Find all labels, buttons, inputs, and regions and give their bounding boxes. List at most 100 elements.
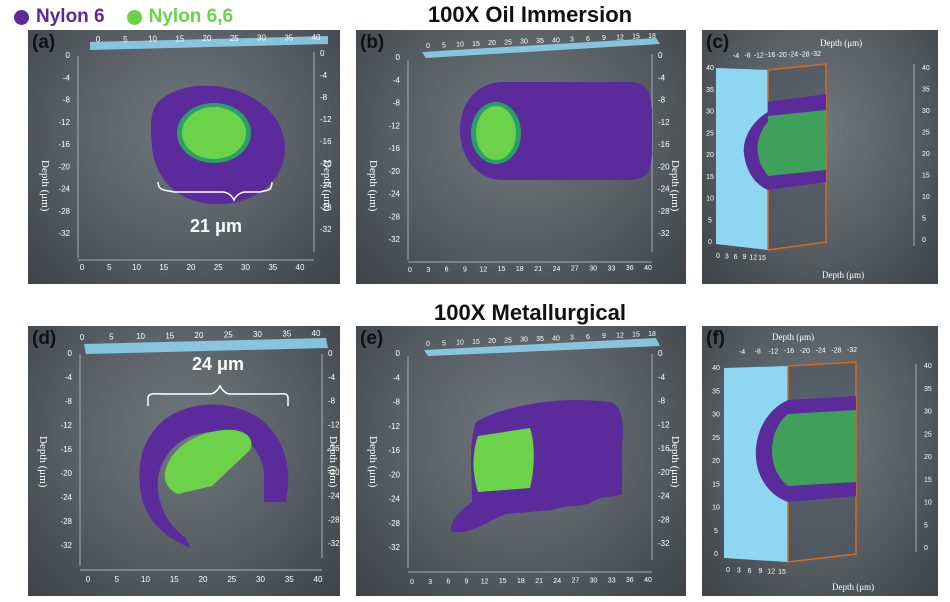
panel-f-right-tick-label: 40 [924, 363, 932, 370]
panel-b-depth-left-tick-label: -28 [388, 212, 400, 221]
panel-e-bottom-tick-label: 9 [465, 579, 469, 586]
panel-b-depth-right-tick-label: -16 [658, 140, 670, 149]
panel-c-right-tick-label: 15 [922, 173, 930, 180]
panel-c-right-tick-label: 40 [922, 65, 930, 72]
panel-a-top-ticks: 0 5 10 15 20 25 30 35 40 [96, 33, 321, 44]
panel-e-depth-left-tick-label: -12 [388, 422, 400, 431]
panel-f-top-tick-label: -12 [768, 348, 778, 355]
panel-d-top-tick-label: 35 [282, 330, 291, 339]
panel-a-depth-left-tick-label: -28 [58, 207, 70, 216]
panel-a-depth-right-tick-label: -28 [320, 203, 332, 212]
panel-f-top-tick-label: -8 [755, 349, 761, 356]
panel-c-right-ticks: 40 35 30 25 20 15 10 5 0 [922, 65, 930, 244]
panel-e-bottom-ticks: 0 3 6 9 12 15 18 21 24 27 30 33 36 40 [410, 577, 652, 586]
panel-f-bottom-tick-label: 9 [758, 568, 762, 575]
panel-label-c: (c) [706, 32, 730, 53]
panel-d-ylabel-left: Depth (μm) [37, 436, 49, 488]
panel-b-top-tick-label: 9 [602, 35, 606, 42]
panel-b-top-tick-label: 18 [648, 33, 656, 40]
panel-e-top-tick-label: 10 [456, 340, 464, 347]
panel-b-depth-ticks-right: 0 -4 -8 -12 -16 -20 -24 -28 -32 [658, 51, 670, 238]
panel-d-depth-right-tick-label: -20 [328, 468, 340, 477]
panel-e-depth-right-tick-label: -32 [658, 539, 670, 548]
panel-f-top-tick-label: -20 [800, 348, 810, 355]
panel-c-bottom-tick-label: 15 [758, 255, 766, 262]
panel-f-left-tick-label: 35 [712, 388, 720, 395]
panel-e-bottom-tick-label: 12 [481, 578, 489, 585]
panel-b-depth-left-tick-label: -8 [393, 99, 401, 108]
panel-e-depth-left-tick-label: 0 [396, 349, 401, 358]
panel-f-right-tick-label: 5 [924, 522, 928, 529]
panel-e-top-ticks: 0 5 10 15 20 25 30 35 40 3 6 9 12 15 18 [426, 331, 656, 348]
panel-a-depth-right-tick-label: -16 [320, 137, 332, 146]
panel-a-depth-right-tick-label: -24 [320, 181, 332, 190]
panel-d-depth-left-tick-label: -16 [60, 445, 72, 454]
panel-e-depth-left-tick-label: -16 [388, 446, 400, 455]
panel-d-bottom-tick-label: 5 [115, 575, 120, 584]
panel-e-bottom-tick-label: 18 [517, 578, 525, 585]
panel-b-depth-right-tick-label: -8 [658, 96, 666, 105]
panel-f-right-tick-label: 30 [924, 409, 932, 416]
panel-b-bottom-tick-label: 9 [463, 267, 467, 274]
panel-d-depth-left-tick-label: 0 [68, 349, 73, 358]
panel-c-left-tick-label: 0 [708, 239, 712, 246]
panel-c-top-tick-label: -32 [811, 51, 821, 58]
panel-b-bottom-tick-label: 18 [516, 266, 524, 273]
panel-c-left-tick-label: 20 [706, 152, 714, 159]
panel-b-depth-ticks-left: 0 -4 -8 -12 -16 -20 -24 -28 -32 [388, 53, 400, 244]
panel-b-top-tick-label: 35 [536, 38, 544, 45]
panel-label-d: (d) [32, 328, 57, 349]
panel-c-top-tick-label: -16 [765, 52, 775, 59]
panel-b-bottom-tick-label: 33 [608, 265, 616, 272]
panel-d-depth-right-tick-label: -32 [328, 539, 340, 548]
panel-d-bottom-tick-label: 25 [227, 575, 236, 584]
panel-a-bottom-ticks: 0 5 10 15 20 25 30 35 40 [80, 263, 305, 272]
panel-c-top-tick-label: -24 [788, 52, 798, 59]
panel-f-left-tick-label: 15 [712, 481, 720, 488]
panel-e-top-tick-label: 18 [648, 331, 656, 338]
panel-e-bottom-tick-label: 30 [590, 578, 598, 585]
panel-f-top-tick-label: -28 [831, 347, 841, 354]
panel-b: (b) 0 -4 -8 -12 -16 -20 -24 -28 -32 0 -4 -8 -12 -16 -… [356, 30, 686, 284]
panel-d-top-ticks: 0 5 10 15 20 25 30 35 40 [80, 329, 321, 342]
panel-a-depth-right-tick-label: 0 [320, 49, 325, 58]
panel-a-top-tick-label: 0 [96, 35, 101, 44]
panel-a-ylabel-right: Depth (μm) [321, 160, 333, 212]
panel-d-depth-right-tick-label: -4 [328, 373, 336, 382]
panel-a-depth-left-tick-label: -16 [58, 140, 70, 149]
panel-d-bottom-tick-label: 35 [285, 575, 294, 584]
panel-b-bottom-tick-label: 15 [498, 266, 506, 273]
panel-b-top-tick-label: 20 [488, 40, 496, 47]
panel-b-bottom-tick-label: 6 [445, 267, 449, 274]
panel-b-ylabel-right: Depth (μm) [669, 160, 681, 212]
panel-f-left-tick-label: 30 [712, 412, 720, 419]
panel-d-depth-ticks-right: 0 -4 -8 -12 -16 -20 -24 -28 -32 [328, 349, 340, 548]
panel-d-depth-left-tick-label: -20 [60, 469, 72, 478]
panel-c-bottom-tick-label: 6 [734, 254, 738, 261]
panel-b-bottom-tick-label: 40 [644, 265, 652, 272]
panel-label-a: (a) [32, 32, 56, 53]
panel-e-top-tick-label: 5 [442, 340, 446, 347]
panel-e-bottom-tick-label: 40 [644, 577, 652, 584]
panel-b-depth-right-tick-label: 0 [658, 51, 663, 60]
panel-e-depth-right-tick-label: -4 [658, 373, 666, 382]
panel-a-depth-right-tick-label: -8 [320, 93, 328, 102]
panel-a-top-tick-label: 10 [148, 35, 157, 44]
panel-d-top-tick-label: 15 [165, 332, 174, 341]
panel-b-top-tick-label: 15 [632, 34, 640, 41]
panel-b-bottom-tick-label: 30 [589, 266, 597, 273]
panel-e-bottom-tick-label: 21 [535, 578, 543, 585]
panel-f-right-tick-label: 35 [924, 386, 932, 393]
panel-e: (e) 0 -4 -8 -12 -16 -20 -24 -28 -32 0 -4 -8 -12 -16 -… [356, 326, 686, 596]
panel-b-depth-right-tick-label: -28 [658, 207, 670, 216]
panel-f-right-tick-label: 10 [924, 500, 932, 507]
panel-d-nylon6-shell [139, 404, 289, 548]
panel-a-plot: 0 -4 -8 -12 -16 -20 -24 -28 -32 0 -4 -8 -12 -16 -20 -2… [39, 33, 333, 272]
panel-c-bottom-tick-label: 0 [716, 253, 720, 260]
panel-b-depth-left-tick-label: 0 [396, 53, 401, 62]
panel-b-glass-slide [422, 38, 660, 58]
panel-c: (c) 40 35 30 25 20 15 10 5 0 40 35 30 25 20 15 10 5 0 -4… [702, 30, 938, 284]
panel-c-bottom-depth-label: Depth (μm) [822, 270, 864, 280]
section-title-oil-immersion: 100X Oil Immersion [427, 2, 633, 27]
